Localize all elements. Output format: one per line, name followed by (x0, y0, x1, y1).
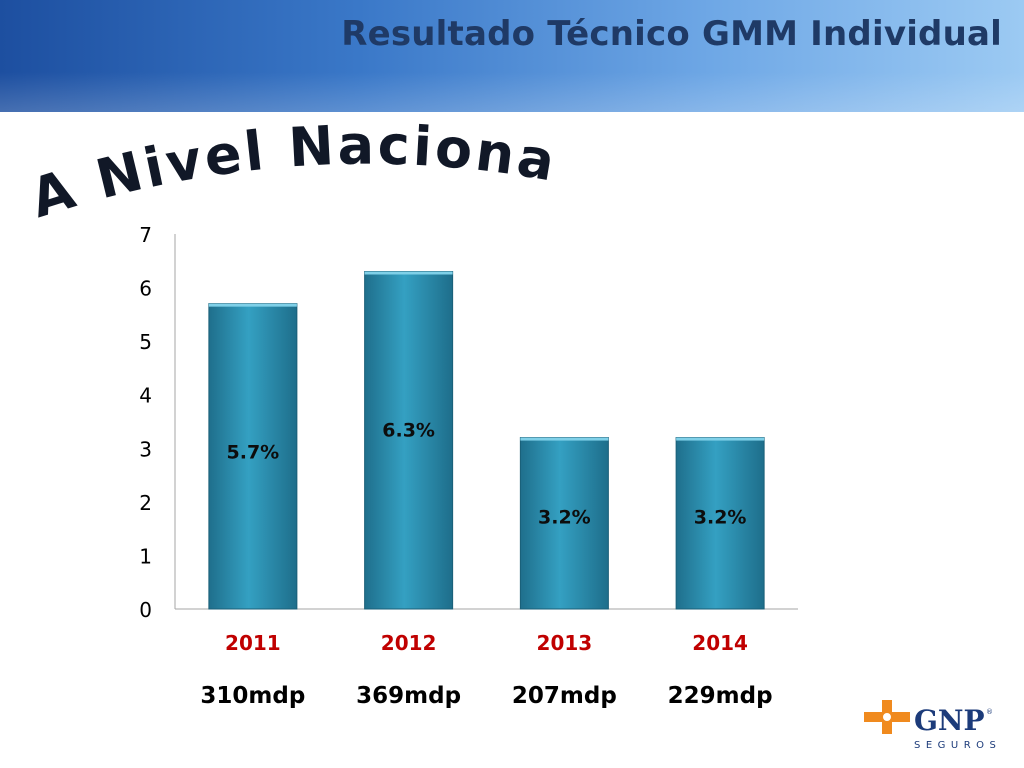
bar-data-label: 5.7% (227, 441, 280, 463)
bar (208, 303, 298, 610)
bar-data-label: 3.2% (538, 506, 591, 528)
y-tick-label: 0 (139, 598, 152, 622)
slide-title: Resultado Técnico GMM Individual (341, 14, 1002, 54)
logo-name: GNP (914, 704, 985, 737)
sub-label: 369mdp (356, 683, 461, 709)
x-tick-label: 2013 (537, 631, 593, 655)
sub-label: 207mdp (512, 683, 617, 709)
bar (364, 271, 454, 610)
bar-data-label: 6.3% (382, 419, 435, 441)
bar-data-label: 3.2% (694, 506, 747, 528)
y-tick-label: 6 (139, 277, 152, 301)
y-tick-label: 1 (139, 544, 152, 568)
y-tick-label: 4 (139, 384, 152, 408)
chart-bars (208, 271, 765, 610)
bar-highlight (520, 437, 609, 441)
x-tick-label: 2012 (381, 631, 437, 655)
logo-tagline: SEGUROS (914, 740, 998, 751)
bar (519, 437, 609, 610)
bar (675, 437, 765, 610)
y-tick-label: 5 (139, 330, 152, 354)
header-band (0, 0, 1024, 112)
bar-highlight (208, 303, 297, 307)
y-tick-label: 3 (139, 437, 152, 461)
gnp-logo-svg: GNP ® SEGUROS (864, 700, 998, 751)
svg-text:®: ® (986, 708, 993, 716)
y-tick-label: 7 (139, 223, 152, 247)
x-tick-label: 2014 (692, 631, 748, 655)
bar-highlight (364, 271, 453, 275)
sub-label: 229mdp (668, 683, 773, 709)
y-tick-label: 2 (139, 491, 152, 515)
sub-label: 310mdp (200, 683, 305, 709)
gnp-logo: GNP ® SEGUROS (858, 696, 998, 756)
chart-labels: 5.7% 2011 310mdp 6.3% 2012 369mdp 3.2% 2013 207m… (200, 419, 772, 709)
x-tick-label: 2011 (225, 631, 281, 655)
bar-highlight (676, 437, 765, 441)
logo-mark (864, 700, 910, 734)
